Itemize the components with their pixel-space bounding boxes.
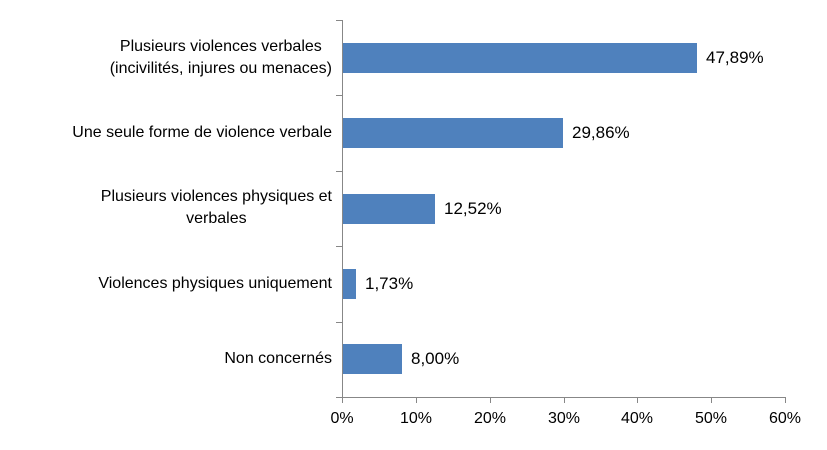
x-axis-line	[342, 397, 786, 398]
category-label-text: Une seule forme de violence verbale	[72, 124, 332, 142]
category-label: Plusieurs violences verbales (incivilités…	[0, 20, 332, 95]
value-label: 8,00%	[411, 349, 460, 368]
x-axis-tick	[416, 398, 417, 403]
x-axis-tick	[490, 398, 491, 403]
y-axis-tick	[336, 95, 342, 97]
x-axis-tick-label: 0%	[330, 410, 354, 427]
y-axis-line	[342, 20, 343, 398]
value-label: 47,89%	[706, 48, 764, 67]
x-axis-tick-label: 60%	[768, 410, 802, 427]
x-axis-tick	[785, 398, 786, 403]
x-axis-tick-label: 50%	[694, 410, 728, 427]
category-label: Une seule forme de violence verbale	[0, 95, 332, 170]
x-axis-tick-label: 30%	[547, 410, 581, 427]
category-label: Plusieurs violences physiques et verbales	[0, 171, 332, 246]
x-axis-tick	[637, 398, 638, 403]
y-axis-tick	[336, 397, 342, 398]
x-axis-tick-label: 40%	[620, 410, 654, 427]
value-label: 29,86%	[572, 123, 630, 142]
x-axis-tick	[342, 398, 343, 403]
y-axis-tick	[336, 170, 342, 172]
x-axis-tick-label: 20%	[473, 410, 507, 427]
x-axis-tick	[564, 398, 565, 403]
value-label: 12,52%	[444, 199, 502, 218]
y-axis-tick	[336, 20, 342, 21]
category-label: Violences physiques uniquement	[0, 246, 332, 321]
bar	[343, 269, 356, 299]
category-label-text: Plusieurs violences verbales (incivilités…	[109, 37, 332, 77]
y-axis-tick	[336, 321, 342, 323]
category-label-text: Non concernés	[224, 350, 332, 368]
category-label-text: Violences physiques uniquement	[98, 274, 332, 292]
category-label-text: Plusieurs violences physiques et verbales	[100, 188, 332, 228]
y-axis-tick	[336, 246, 342, 248]
value-label: 1,73%	[365, 274, 414, 293]
bar	[343, 344, 402, 374]
bar	[343, 43, 697, 73]
bar	[343, 194, 435, 224]
bar	[343, 118, 563, 148]
x-axis-tick-label: 10%	[399, 410, 433, 427]
x-axis-tick	[711, 398, 712, 403]
category-label: Non concernés	[0, 322, 332, 397]
